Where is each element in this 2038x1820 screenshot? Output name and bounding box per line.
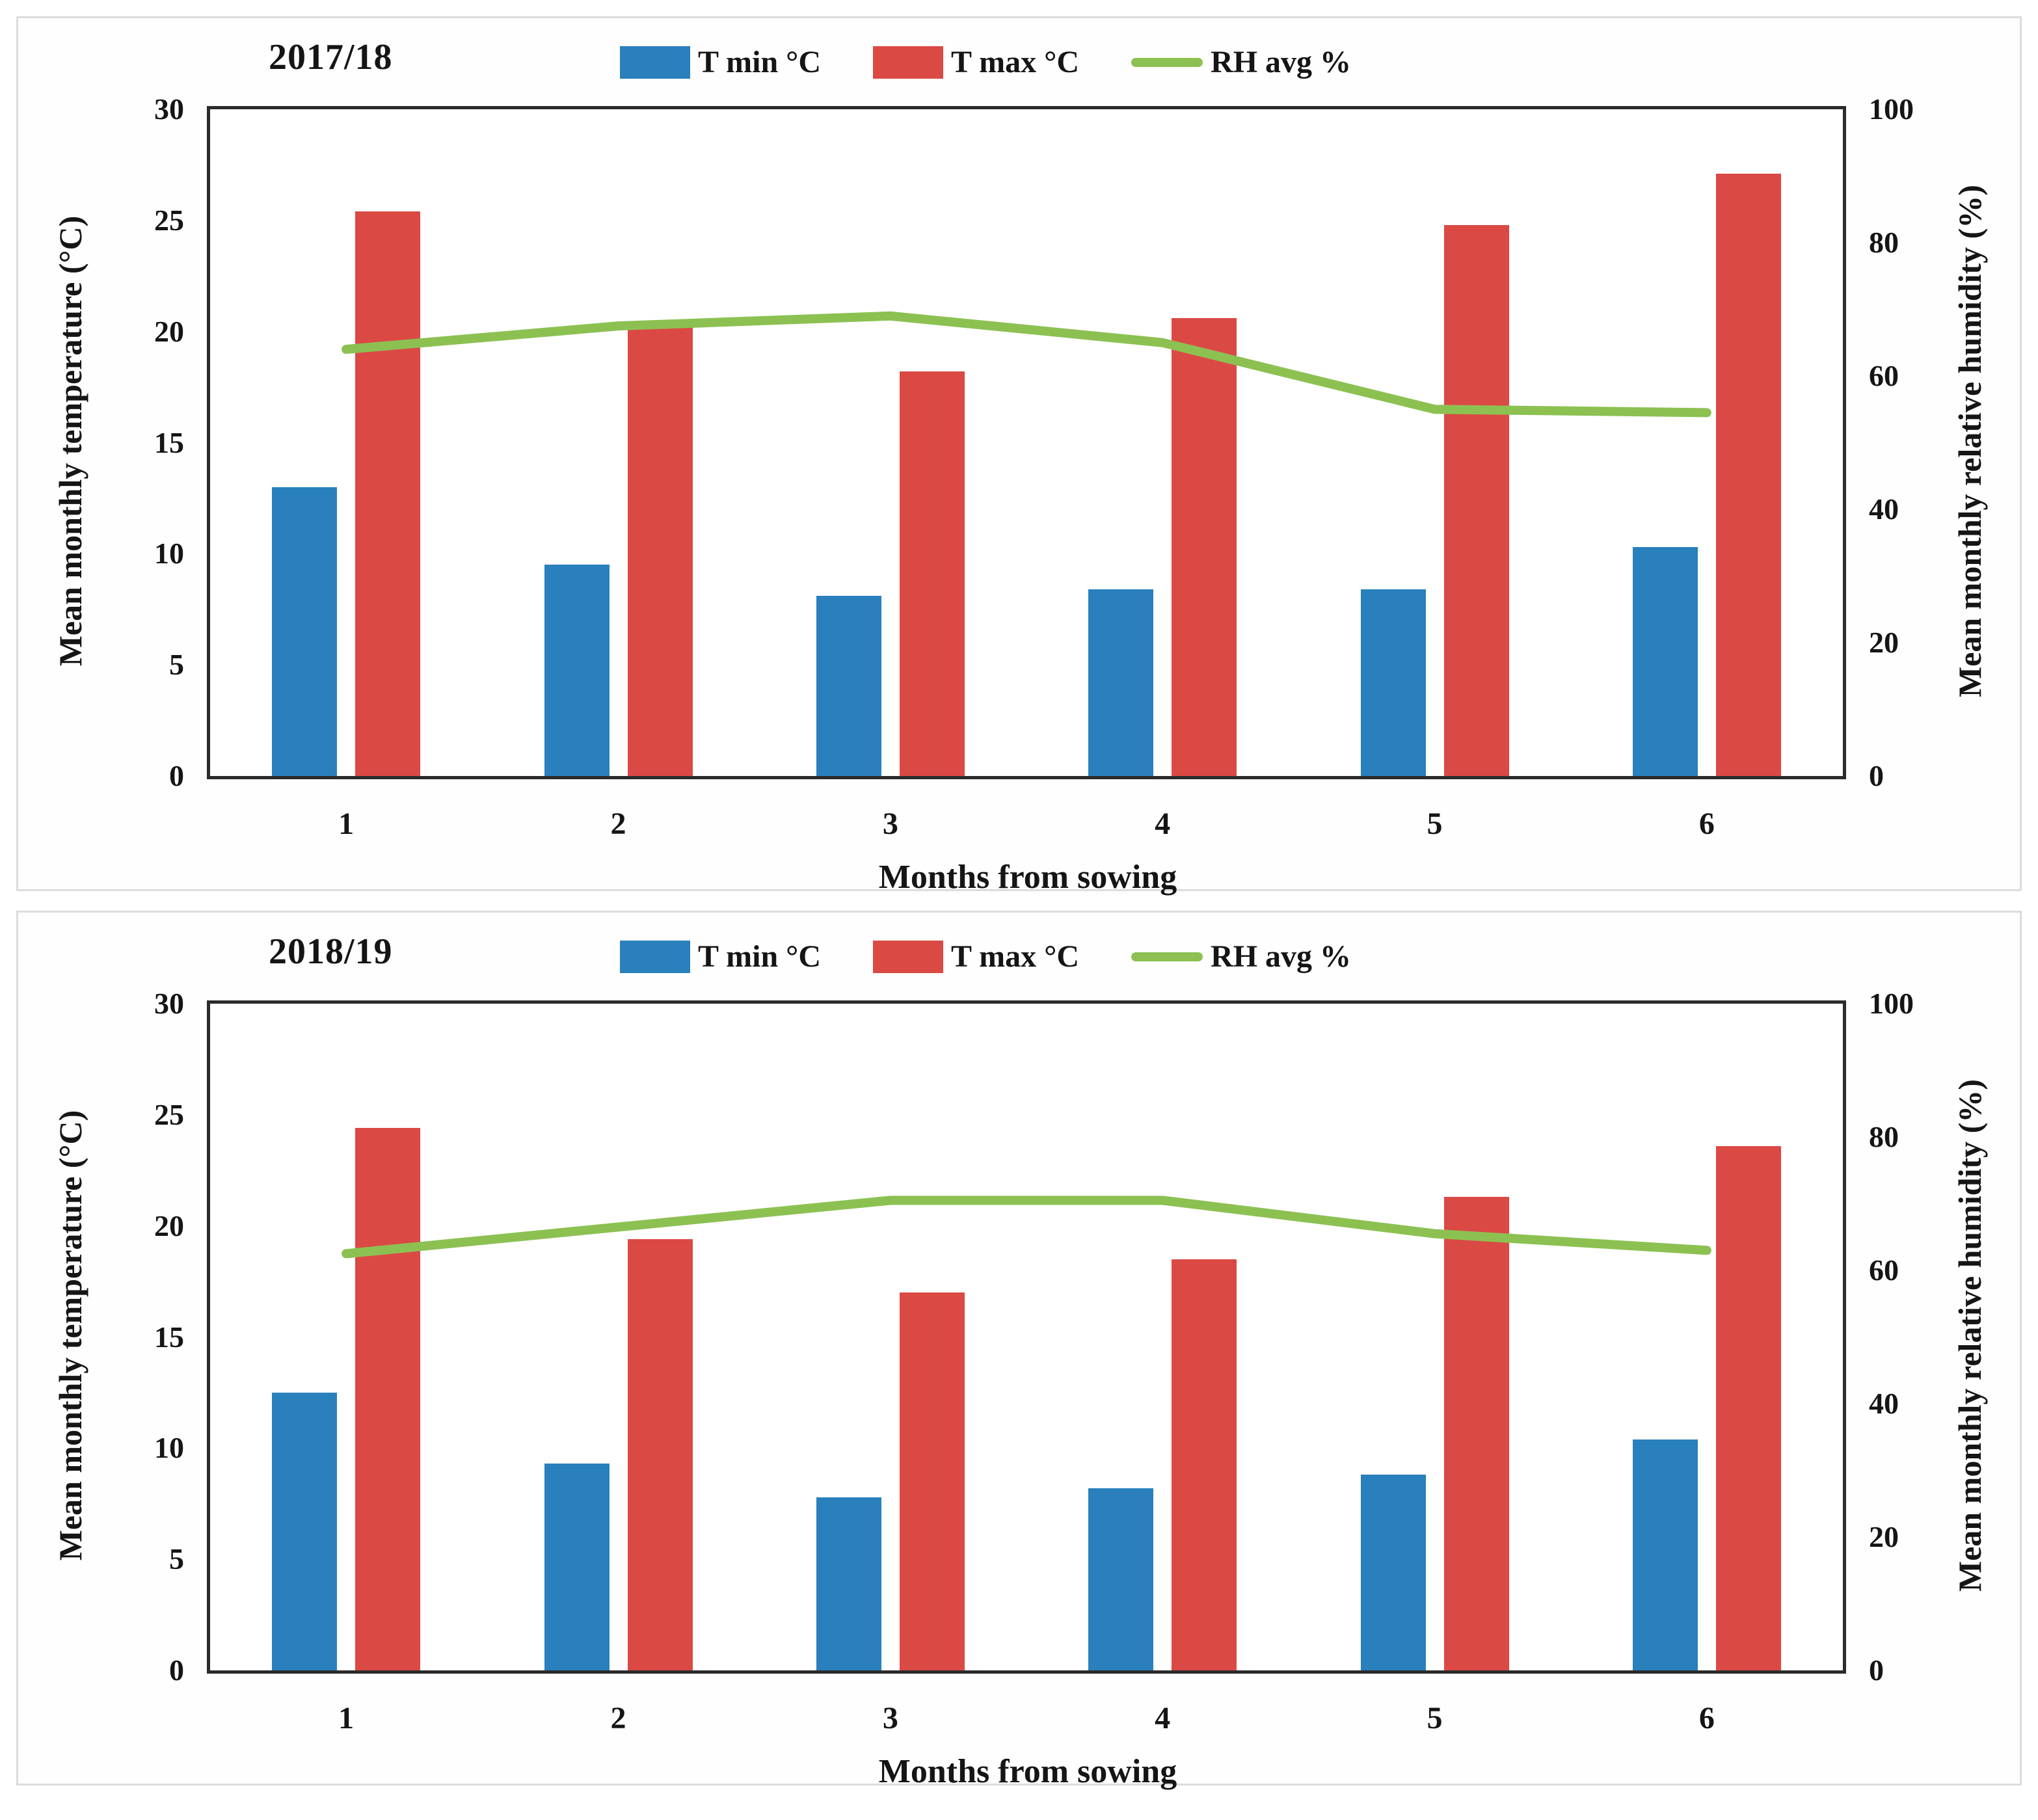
right-axis-tick: 20 (1869, 1520, 1899, 1553)
bar-month-5 (1360, 1475, 1426, 1670)
x-axis-tick: 4 (1155, 807, 1171, 841)
bar-month-6 (1715, 1145, 1781, 1670)
bar-month-3 (899, 371, 965, 776)
left-axis-tick: 10 (154, 537, 184, 570)
x-axis-tick: 5 (1427, 807, 1443, 841)
legend-line-swatch (1131, 57, 1203, 67)
bar-month-4 (1088, 589, 1154, 776)
x-axis-title: Months from sowing (878, 859, 1177, 896)
legend-item: RH avg % (1131, 939, 1351, 974)
legend-item: RH avg % (1131, 44, 1351, 80)
left-axis-tick: 5 (169, 1542, 184, 1576)
right-axis-tick: 0 (1869, 759, 1884, 792)
chart-title: 2018/19 (269, 931, 393, 972)
plot-area (207, 1000, 1846, 1674)
chart-panel-2018-19: 2018/19 T min °C T max °C RH avg % Mean mo… (16, 911, 2022, 1790)
bar-month-2 (627, 1239, 693, 1670)
legend: T min °C T max °C RH avg % (620, 44, 1351, 80)
legend-line-swatch (1131, 952, 1203, 961)
left-axis-tick: 25 (154, 203, 184, 237)
left-axis-tick: 5 (169, 648, 184, 682)
legend-item: T max °C (873, 44, 1079, 80)
right-axis-tick: 40 (1869, 1387, 1899, 1420)
right-axis-title: Mean monthly relative humidity (%) (1951, 185, 1988, 697)
bar-month-6 (1632, 547, 1698, 776)
x-axis-tick: 3 (882, 807, 898, 841)
legend-label: T max °C (951, 939, 1080, 974)
left-axis-tick: 20 (154, 1209, 184, 1242)
right-axis-tick: 20 (1869, 626, 1899, 659)
rh-line (342, 311, 1711, 418)
rh-line-layer (342, 1196, 1711, 1259)
right-axis-tick: 0 (1869, 1653, 1884, 1687)
rh-line (342, 1196, 1711, 1259)
x-axis-title: Months from sowing (878, 1753, 1177, 1790)
right-axis-title: Mean monthly relative humidity (%) (1951, 1079, 1988, 1592)
bar-month-1 (355, 211, 421, 776)
plot-area (207, 106, 1846, 779)
bar-month-2 (544, 1464, 610, 1670)
left-axis-tick: 0 (169, 1653, 184, 1687)
right-axis-tick: 40 (1869, 492, 1899, 526)
left-axis-tick: 20 (154, 314, 184, 348)
chart-panel-2017-18: 2017/18 T min °C T max °C RH avg % Mean mo… (16, 16, 2022, 896)
bar-month-4 (1172, 1259, 1237, 1670)
left-axis-tick: 0 (169, 759, 184, 792)
legend-label: RH avg % (1211, 45, 1352, 79)
bar-month-6 (1632, 1439, 1698, 1670)
bar-month-5 (1360, 589, 1426, 776)
right-axis-tick: 80 (1869, 226, 1899, 259)
right-axis-tick: 100 (1869, 92, 1914, 126)
legend-label: T min °C (698, 45, 822, 79)
x-axis-tick: 4 (1155, 1701, 1171, 1735)
legend-label: RH avg % (1211, 939, 1352, 974)
legend-item: T min °C (620, 44, 821, 80)
bar-month-2 (544, 565, 610, 776)
legend-label: T min °C (698, 939, 822, 974)
bar-month-1 (272, 1392, 338, 1670)
bar-month-3 (899, 1292, 965, 1670)
legend-item: T min °C (620, 939, 821, 974)
left-axis-tick: 30 (154, 987, 184, 1020)
right-axis-tick: 80 (1869, 1120, 1899, 1153)
legend-bar-swatch (620, 46, 690, 79)
bar-month-1 (272, 487, 338, 776)
right-axis-tick: 60 (1869, 1253, 1899, 1287)
bar-month-1 (355, 1128, 421, 1670)
x-axis-tick: 1 (338, 807, 355, 841)
left-axis-tick: 10 (154, 1431, 184, 1465)
left-axis-tick: 15 (154, 425, 184, 459)
left-axis-tick: 15 (154, 1320, 184, 1354)
legend-bar-swatch (873, 940, 944, 973)
bar-month-3 (816, 1497, 881, 1670)
x-axis-tick: 2 (610, 807, 626, 841)
x-axis-tick: 6 (1698, 1701, 1715, 1735)
bar-month-2 (627, 327, 693, 776)
bar-month-6 (1715, 174, 1781, 776)
rh-line-layer (342, 311, 1711, 418)
bar-month-4 (1172, 318, 1237, 776)
x-axis-tick: 6 (1698, 807, 1715, 841)
bar-month-5 (1443, 224, 1509, 776)
x-axis-tick: 1 (338, 1701, 355, 1735)
x-axis-tick: 5 (1427, 1701, 1443, 1735)
bar-month-5 (1443, 1197, 1509, 1670)
x-axis-tick: 3 (882, 1701, 898, 1735)
bar-month-4 (1088, 1488, 1154, 1670)
right-axis-tick: 60 (1869, 359, 1899, 392)
legend-item: T max °C (873, 939, 1079, 974)
right-axis-tick: 100 (1869, 987, 1914, 1020)
x-axis-tick: 2 (610, 1701, 626, 1735)
legend-bar-swatch (620, 940, 690, 973)
left-axis-tick: 30 (154, 92, 184, 126)
left-axis-tick: 25 (154, 1097, 184, 1131)
bar-month-3 (816, 596, 881, 776)
chart-title: 2017/18 (269, 37, 393, 77)
legend-bar-swatch (873, 46, 944, 79)
legend: T min °C T max °C RH avg % (620, 939, 1351, 974)
legend-label: T max °C (951, 45, 1080, 79)
